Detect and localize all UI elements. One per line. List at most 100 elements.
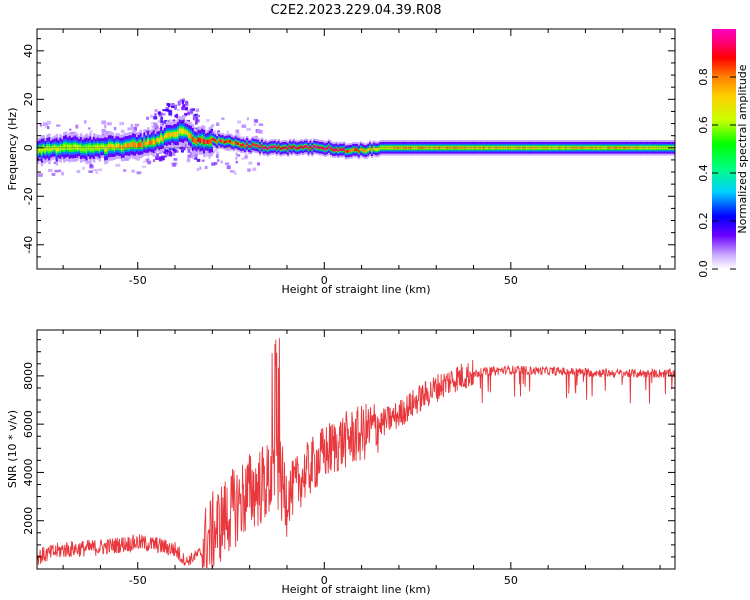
heatmap-cell <box>300 145 303 149</box>
heatmap-burst <box>192 113 196 117</box>
heatmap-cell <box>221 139 225 143</box>
heatmap-cell <box>316 145 320 149</box>
heatmap-cell <box>85 146 88 152</box>
heatmap-cell <box>376 148 379 151</box>
heatmap-burst <box>165 109 169 112</box>
heatmap-cell <box>169 132 172 138</box>
heatmap-cell <box>344 150 348 153</box>
heatmap-cell <box>128 143 131 149</box>
heatmap-speckle <box>37 173 43 177</box>
colorbar-tick-label: 0.4 <box>697 164 710 182</box>
heatmap-cell <box>240 143 243 147</box>
heatmap-cell <box>107 143 111 149</box>
heatmap-cell <box>94 145 98 150</box>
heatmap-speckle <box>146 158 150 162</box>
heatmap-cell <box>135 143 139 148</box>
heatmap-speckle <box>135 156 140 161</box>
heatmap-burst <box>168 150 172 153</box>
heatmap-speckle <box>221 117 225 120</box>
heatmap-burst <box>174 114 177 118</box>
heatmap-cell <box>126 143 130 149</box>
heatmap-cell <box>124 143 128 148</box>
y-tick-label: 6000 <box>22 410 35 438</box>
heatmap-speckle <box>260 131 264 134</box>
heatmap-burst <box>186 145 189 149</box>
heatmap-burst <box>162 113 166 116</box>
heatmap-cell <box>161 137 165 142</box>
heatmap-speckle <box>142 160 147 163</box>
heatmap-burst <box>154 113 157 117</box>
heatmap-cell <box>234 140 238 144</box>
heatmap-speckle <box>236 154 241 157</box>
heatmap-burst <box>182 104 186 108</box>
heatmap-speckle <box>241 157 244 160</box>
heatmap-cell <box>342 147 346 151</box>
heatmap-speckle <box>216 151 220 155</box>
heatmap-cell <box>253 143 256 147</box>
heatmap-speckle <box>133 126 138 131</box>
heatmap-cell <box>188 132 191 138</box>
colorbar-label: Normalized spectral amplitude <box>736 64 749 233</box>
snr-axes: -50 0 50 2000 4000 6000 8000 <box>22 330 675 587</box>
heatmap-cell <box>374 147 378 151</box>
heatmap-cell <box>59 145 62 151</box>
heatmap-cell <box>152 138 156 145</box>
heatmap-burst <box>185 108 188 111</box>
heatmap-cell <box>119 144 122 150</box>
heatmap-cell <box>232 142 236 146</box>
heatmap-cell <box>38 147 42 152</box>
heatmap-burst <box>191 154 196 159</box>
heatmap-cell <box>74 144 77 150</box>
heatmap-cell <box>148 140 152 146</box>
heatmap-cell <box>134 142 137 148</box>
heatmap-cell <box>356 148 359 152</box>
heatmap-speckle <box>235 152 238 156</box>
heatmap-cell <box>329 147 333 151</box>
heatmap-speckle <box>186 158 191 163</box>
heatmap-burst <box>167 152 171 157</box>
x-tick-label: -50 <box>129 574 147 587</box>
heatmap-speckle <box>39 123 43 127</box>
heatmap-speckle <box>148 129 151 133</box>
heatmap-cell <box>288 145 292 149</box>
heatmap-speckle <box>42 160 46 164</box>
heatmap-speckle <box>245 154 248 159</box>
heatmap-cell <box>66 144 70 150</box>
heatmap-speckle <box>88 127 91 130</box>
heatmap-speckle <box>68 128 72 131</box>
heatmap-cell <box>176 130 180 137</box>
heatmap-speckle <box>225 147 231 151</box>
heatmap-speckle <box>123 169 127 172</box>
heatmap-burst <box>161 155 165 161</box>
heatmap-cell <box>150 139 154 145</box>
heatmap-speckle <box>146 116 149 120</box>
heatmap-speckle <box>150 122 155 125</box>
heatmap-speckle <box>235 160 238 164</box>
heatmap-cell <box>359 147 363 151</box>
heatmap-cell <box>227 139 230 143</box>
heatmap-speckle <box>233 171 237 176</box>
heatmap-speckle <box>120 129 125 133</box>
heatmap-speckle <box>103 124 107 129</box>
heatmap-speckle <box>196 168 200 172</box>
heatmap-speckle <box>93 169 98 172</box>
heatmap-speckle <box>47 168 53 172</box>
heatmap-speckle <box>241 124 247 128</box>
heatmap-cell <box>311 147 314 150</box>
heatmap-burst <box>167 110 171 113</box>
heatmap-burst <box>187 109 191 112</box>
heatmap-cell <box>245 142 249 146</box>
colorbar-ticks: 0.0 0.2 0.4 0.6 0.8 <box>697 68 736 278</box>
heatmap-burst <box>155 153 160 158</box>
y-tick-label: 2000 <box>22 507 35 535</box>
colorbar-tick-label: 0.8 <box>697 68 710 86</box>
colorbar-tick-label: 0.6 <box>697 116 710 134</box>
heatmap-speckle <box>119 123 123 126</box>
heatmap-cell <box>365 149 368 153</box>
heatmap-cell <box>270 145 273 149</box>
figure-title: C2E2.2023.229.04.39.R08 <box>270 3 441 18</box>
heatmap-cell <box>191 136 195 143</box>
heatmap-burst <box>181 106 185 111</box>
heatmap-speckle <box>237 120 242 124</box>
heatmap-speckle <box>247 168 251 172</box>
